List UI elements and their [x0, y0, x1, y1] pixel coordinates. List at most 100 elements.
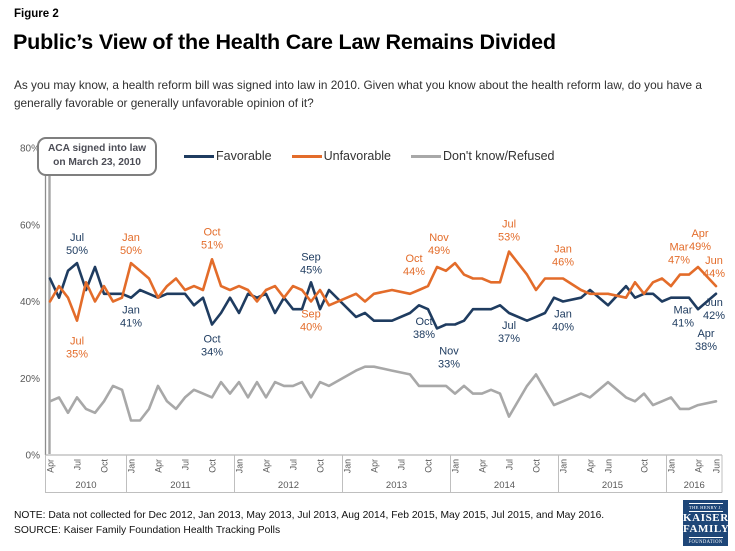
y-tick-label: 80%	[20, 144, 40, 155]
point-label-value: 33%	[438, 358, 460, 370]
x-tick-label: Jan	[667, 459, 677, 473]
x-tick-label: Jul	[181, 459, 191, 470]
x-tick-label: Apr	[46, 459, 56, 473]
x-tick-label: Oct	[100, 458, 110, 472]
x-tick-label: Jan	[451, 459, 461, 473]
point-label-value: 45%	[300, 264, 322, 276]
legend-label-dontknow: Don't know/Refused	[443, 149, 555, 163]
point-label-value: 44%	[403, 266, 425, 278]
point-label-month: Jul	[70, 232, 84, 244]
point-label-month: Mar	[670, 242, 689, 254]
point-label-month: Sep	[301, 309, 321, 321]
point-label-value: 49%	[689, 241, 711, 253]
point-label-value: 41%	[672, 318, 694, 330]
x-tick-label: Apr	[154, 459, 164, 473]
year-label: 2013	[386, 480, 407, 491]
x-tick-label: Oct	[532, 458, 542, 472]
x-tick-label: Jul	[505, 459, 515, 470]
x-tick-label: Apr	[478, 459, 488, 473]
point-label-value: 38%	[413, 329, 435, 341]
point-label-value: 53%	[498, 232, 520, 244]
point-label-month: Oct	[203, 226, 220, 238]
y-tick-label: 20%	[20, 374, 40, 385]
chart-legend: Favorable Unfavorable Don't know/Refused	[184, 149, 554, 163]
point-label-month: Jul	[502, 320, 516, 332]
point-label-value: 50%	[120, 245, 142, 257]
point-label-month: Apr	[691, 228, 708, 240]
series-line-don-t-know-refused	[48, 365, 718, 422]
x-tick-label: Oct	[208, 458, 218, 472]
point-label-value: 40%	[552, 322, 574, 334]
point-label-month: Oct	[405, 253, 422, 265]
x-tick-label: Apr	[586, 459, 596, 473]
favorable-line-swatch	[184, 154, 214, 158]
survey-question-text: As you may know, a health reform bill wa…	[14, 78, 702, 110]
point-label-value: 34%	[201, 347, 223, 359]
legend-item-dontknow: Don't know/Refused	[411, 149, 554, 163]
legend-label-favorable: Favorable	[216, 149, 272, 163]
point-label-value: 37%	[498, 333, 520, 345]
point-label-value: 40%	[300, 322, 322, 334]
x-tick-label: Jun	[604, 459, 614, 473]
point-label-month: Nov	[439, 345, 459, 357]
kff-logo-family: FAMILY	[683, 523, 730, 536]
x-tick-label: Jan	[559, 459, 569, 473]
source-text: SOURCE: Kaiser Family Foundation Health …	[14, 524, 281, 536]
x-tick-label: Jul	[73, 459, 83, 470]
x-tick-label: Oct	[316, 458, 326, 472]
point-label-value: 41%	[120, 318, 142, 330]
unfavorable-line-swatch	[291, 154, 322, 158]
x-tick-label: Apr	[262, 459, 272, 473]
point-label-value: 42%	[703, 310, 725, 322]
x-tick-label: Apr	[694, 459, 704, 473]
point-label-month: Apr	[697, 328, 714, 340]
annotation-line-1: ACA signed into law	[47, 143, 147, 154]
year-label: 2011	[170, 480, 190, 491]
point-label-month: Jun	[705, 255, 723, 267]
point-label-month: Nov	[429, 232, 449, 244]
figure-label: Figure 2	[14, 8, 59, 20]
point-label-month: Sep	[301, 251, 321, 263]
y-tick-label: 40%	[20, 297, 40, 308]
point-label-value: 49%	[428, 245, 450, 257]
y-tick-label: 0%	[26, 451, 41, 462]
point-label-month: Jan	[122, 305, 140, 317]
x-tick-label: Oct	[424, 458, 434, 472]
point-label-value: 47%	[668, 255, 690, 267]
point-label-value: 38%	[695, 341, 717, 353]
page-title: Public’s View of the Health Care Law Rem…	[13, 30, 556, 54]
year-label: 2016	[684, 480, 705, 491]
annotation-line-2: on March 23, 2010	[53, 157, 141, 169]
point-label-month: Jun	[705, 297, 723, 309]
point-label-value: 35%	[66, 349, 88, 361]
legend-label-unfavorable: Unfavorable	[323, 149, 391, 163]
year-label: 2014	[494, 480, 515, 491]
x-tick-label: Jul	[289, 459, 299, 470]
footer-notes: NOTE: Data not collected for Dec 2012, J…	[14, 509, 604, 539]
aca-signed-annotation: ACA signed into law on March 23, 2010	[37, 137, 157, 176]
series-line-unfavorable	[48, 250, 718, 323]
x-tick-label: Jan	[127, 459, 137, 473]
legend-item-unfavorable: Unfavorable	[291, 149, 391, 163]
point-label-value: 50%	[66, 245, 88, 257]
year-label: 2010	[75, 480, 96, 491]
point-label-month: Oct	[203, 334, 220, 346]
kff-logo-top-line: THE HENRY J.	[688, 503, 723, 512]
y-tick-label: 60%	[20, 220, 40, 231]
point-label-month: Jan	[554, 243, 572, 255]
point-label-month: Jan	[554, 309, 572, 321]
x-tick-label: Jan	[343, 459, 353, 473]
point-label-month: Oct	[415, 316, 432, 328]
x-tick-label: Jan	[235, 459, 245, 473]
x-tick-label: Apr	[370, 459, 380, 473]
year-label: 2015	[602, 480, 623, 491]
note-text: NOTE: Data not collected for Dec 2012, J…	[14, 510, 605, 521]
legend-item-favorable: Favorable	[184, 149, 272, 163]
point-label-month: Jul	[70, 336, 84, 348]
point-label-value: 46%	[552, 256, 574, 268]
kff-logo-foundation: FOUNDATION	[688, 537, 723, 545]
x-tick-label: Jun	[712, 459, 722, 473]
kff-logo-kaiser: KAISER	[683, 512, 729, 524]
year-label: 2012	[278, 480, 299, 491]
